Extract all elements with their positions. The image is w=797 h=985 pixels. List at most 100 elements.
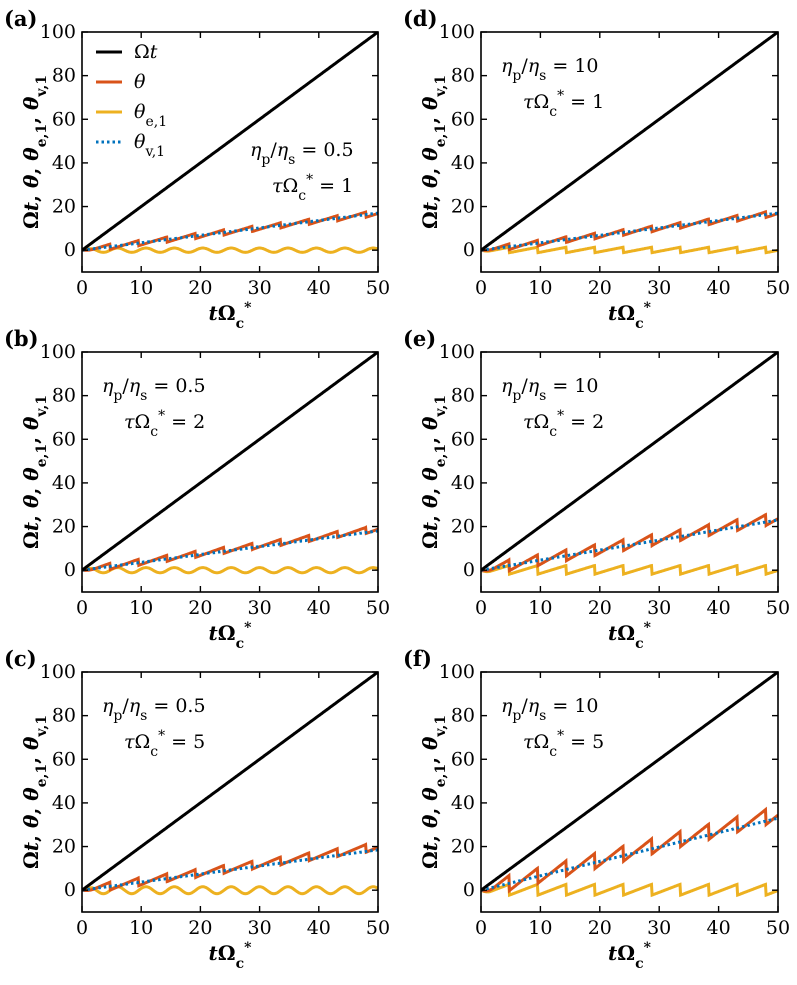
series-t-line	[481, 672, 778, 892]
y-tick-label: 40	[451, 472, 475, 494]
x-tick-label: 0	[76, 277, 88, 299]
y-tick-label: 80	[451, 385, 475, 407]
annotation-relaxation-time: τΩc* = 2	[124, 408, 205, 440]
y-tick-label: 40	[52, 792, 76, 814]
series-e1-line	[82, 246, 378, 254]
y-tick-label: 100	[40, 21, 76, 43]
y-axis-label: Ωt, θ, θe,1, θv,1	[418, 715, 449, 869]
series-v1-line	[481, 816, 778, 892]
x-tick-label: 20	[188, 597, 212, 619]
x-tick-label: 10	[528, 597, 552, 619]
y-tick-label: 100	[439, 21, 475, 43]
series-group	[82, 672, 378, 896]
series-group	[481, 32, 778, 255]
annotation-viscosity-ratio: ηp/ηs = 10	[501, 375, 599, 404]
y-tick-label: 40	[451, 152, 475, 174]
x-tick-label: 40	[707, 597, 731, 619]
x-tick-label: 30	[248, 917, 272, 939]
y-tick-label: 60	[52, 428, 76, 450]
y-axis-label: Ωt, θ, θe,1, θv,1	[418, 75, 449, 229]
y-tick-label: 100	[439, 661, 475, 683]
y-tick-label: 60	[451, 748, 475, 770]
annotation-viscosity-ratio: ηp/ηs = 10	[501, 695, 599, 724]
x-tick-label: 40	[707, 277, 731, 299]
series-t-line	[481, 352, 778, 572]
x-tick-label: 20	[188, 277, 212, 299]
panel-label: (d)	[403, 6, 438, 31]
y-tick-label: 40	[451, 792, 475, 814]
axes-frame	[480, 31, 779, 273]
y-tick-label: 60	[451, 108, 475, 130]
y-tick-label: 40	[52, 472, 76, 494]
annotation-relaxation-time: τΩc* = 5	[124, 728, 205, 760]
legend-entry: θe,1	[134, 101, 167, 130]
y-tick-label: 100	[40, 341, 76, 363]
annotation-relaxation-time: τΩc* = 1	[272, 172, 353, 204]
y-tick-label: 20	[52, 196, 76, 218]
series-v1-line	[82, 211, 378, 252]
annotation-relaxation-time: τΩc* = 5	[523, 728, 604, 760]
y-axis-label: Ωt, θ, θe,1, θv,1	[19, 395, 50, 549]
x-tick-label: 40	[307, 597, 331, 619]
y-tick-label: 20	[52, 836, 76, 858]
x-tick-label: 30	[647, 597, 671, 619]
panel-f: 0 10 20 30 40 50 0 20 40 60 80 100 tΩc* Ωt, θ, θe,1, …	[403, 646, 790, 972]
y-axis-label: Ωt, θ, θe,1, θv,1	[418, 395, 449, 549]
x-tick-label: 30	[647, 277, 671, 299]
x-tick-label: 30	[248, 277, 272, 299]
x-tick-label: 10	[528, 277, 552, 299]
annotation-viscosity-ratio: ηp/ηs = 10	[501, 55, 599, 84]
x-tick-label: 50	[766, 277, 790, 299]
series-v1-line	[481, 518, 778, 572]
legend: Ωt θ θe,1θv,1	[96, 41, 167, 160]
x-tick-label: 20	[588, 277, 612, 299]
legend-entry: θv,1	[134, 131, 165, 160]
y-tick-label: 60	[451, 428, 475, 450]
y-axis-label: Ωt, θ, θe,1, θv,1	[19, 75, 50, 229]
x-tick-label: 0	[475, 597, 487, 619]
series-group	[481, 672, 778, 898]
y-tick-label: 80	[52, 65, 76, 87]
x-axis-label: tΩc*	[608, 940, 652, 972]
x-tick-label: 0	[475, 277, 487, 299]
panel-a: 0 10 20 30 40 50 0 20 40 60 80 100 tΩc* Ωt, θ, θe,1, …	[4, 6, 390, 332]
panel-e: 0 10 20 30 40 50 0 20 40 60 80 100 tΩc* Ωt, θ, θe,1, …	[403, 326, 790, 652]
y-tick-label: 60	[52, 108, 76, 130]
axes-frame	[81, 671, 379, 913]
y-tick-label: 0	[463, 879, 475, 901]
x-tick-label: 10	[528, 917, 552, 939]
y-tick-label: 100	[439, 341, 475, 363]
panel-label: (a)	[4, 6, 37, 31]
y-tick-label: 80	[451, 65, 475, 87]
annotation-relaxation-time: τΩc* = 2	[523, 408, 604, 440]
series-e1-line	[481, 882, 778, 898]
panel-b: 0 10 20 30 40 50 0 20 40 60 80 100 tΩc* Ωt, θ, θe,1, …	[4, 326, 390, 652]
x-axis-label: tΩc*	[209, 300, 253, 332]
x-tick-label: 50	[766, 597, 790, 619]
x-tick-label: 40	[307, 917, 331, 939]
axes-frame	[480, 351, 779, 593]
series-v1-line	[82, 848, 378, 892]
x-axis-label: tΩc*	[209, 620, 253, 652]
y-tick-label: 20	[52, 516, 76, 538]
x-tick-label: 50	[766, 917, 790, 939]
x-tick-label: 20	[588, 597, 612, 619]
y-tick-label: 80	[451, 705, 475, 727]
y-tick-label: 0	[64, 239, 76, 261]
x-tick-label: 30	[647, 917, 671, 939]
y-tick-label: 20	[451, 196, 475, 218]
x-tick-label: 40	[307, 277, 331, 299]
series-t-line	[82, 672, 378, 892]
annotation-viscosity-ratio: ηp/ηs = 0.5	[102, 695, 206, 724]
x-tick-label: 20	[188, 917, 212, 939]
x-tick-label: 10	[129, 597, 153, 619]
annotation-relaxation-time: τΩc* = 1	[523, 88, 604, 120]
series--line	[481, 512, 778, 573]
x-tick-label: 20	[588, 917, 612, 939]
y-axis-label: Ωt, θ, θe,1, θv,1	[19, 715, 50, 869]
panel-label: (e)	[403, 326, 436, 351]
x-axis-label: tΩc*	[209, 940, 253, 972]
series-v1-line	[82, 529, 378, 572]
x-tick-label: 50	[366, 917, 390, 939]
